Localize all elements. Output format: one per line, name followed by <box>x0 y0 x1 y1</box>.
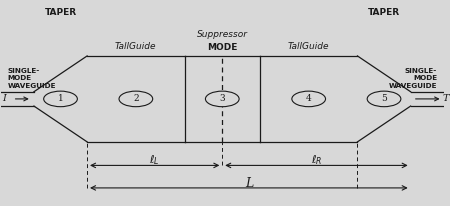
Text: 4: 4 <box>306 94 311 103</box>
Text: $\ell_R$: $\ell_R$ <box>311 154 322 167</box>
Text: SINGLE-
MODE
WAVEGUIDE: SINGLE- MODE WAVEGUIDE <box>8 68 56 89</box>
Text: TAPER: TAPER <box>368 8 400 17</box>
Text: TallGuide: TallGuide <box>288 42 329 51</box>
Ellipse shape <box>44 91 77 107</box>
Text: L: L <box>245 177 253 190</box>
Text: 3: 3 <box>220 94 225 103</box>
Text: 5: 5 <box>381 94 387 103</box>
Text: $\ell_L$: $\ell_L$ <box>149 154 160 167</box>
Ellipse shape <box>119 91 153 107</box>
Text: Suppressor: Suppressor <box>197 30 248 39</box>
Ellipse shape <box>292 91 325 107</box>
Text: SINGLE-
MODE
WAVEGUIDE: SINGLE- MODE WAVEGUIDE <box>389 68 437 89</box>
Text: TallGuide: TallGuide <box>115 42 157 51</box>
Ellipse shape <box>367 91 401 107</box>
Text: T: T <box>442 94 449 103</box>
Text: MODE: MODE <box>207 43 238 52</box>
Text: 2: 2 <box>133 94 139 103</box>
Text: TAPER: TAPER <box>45 8 76 17</box>
Ellipse shape <box>206 91 239 107</box>
Text: 1: 1 <box>58 94 63 103</box>
Text: I: I <box>2 94 6 103</box>
